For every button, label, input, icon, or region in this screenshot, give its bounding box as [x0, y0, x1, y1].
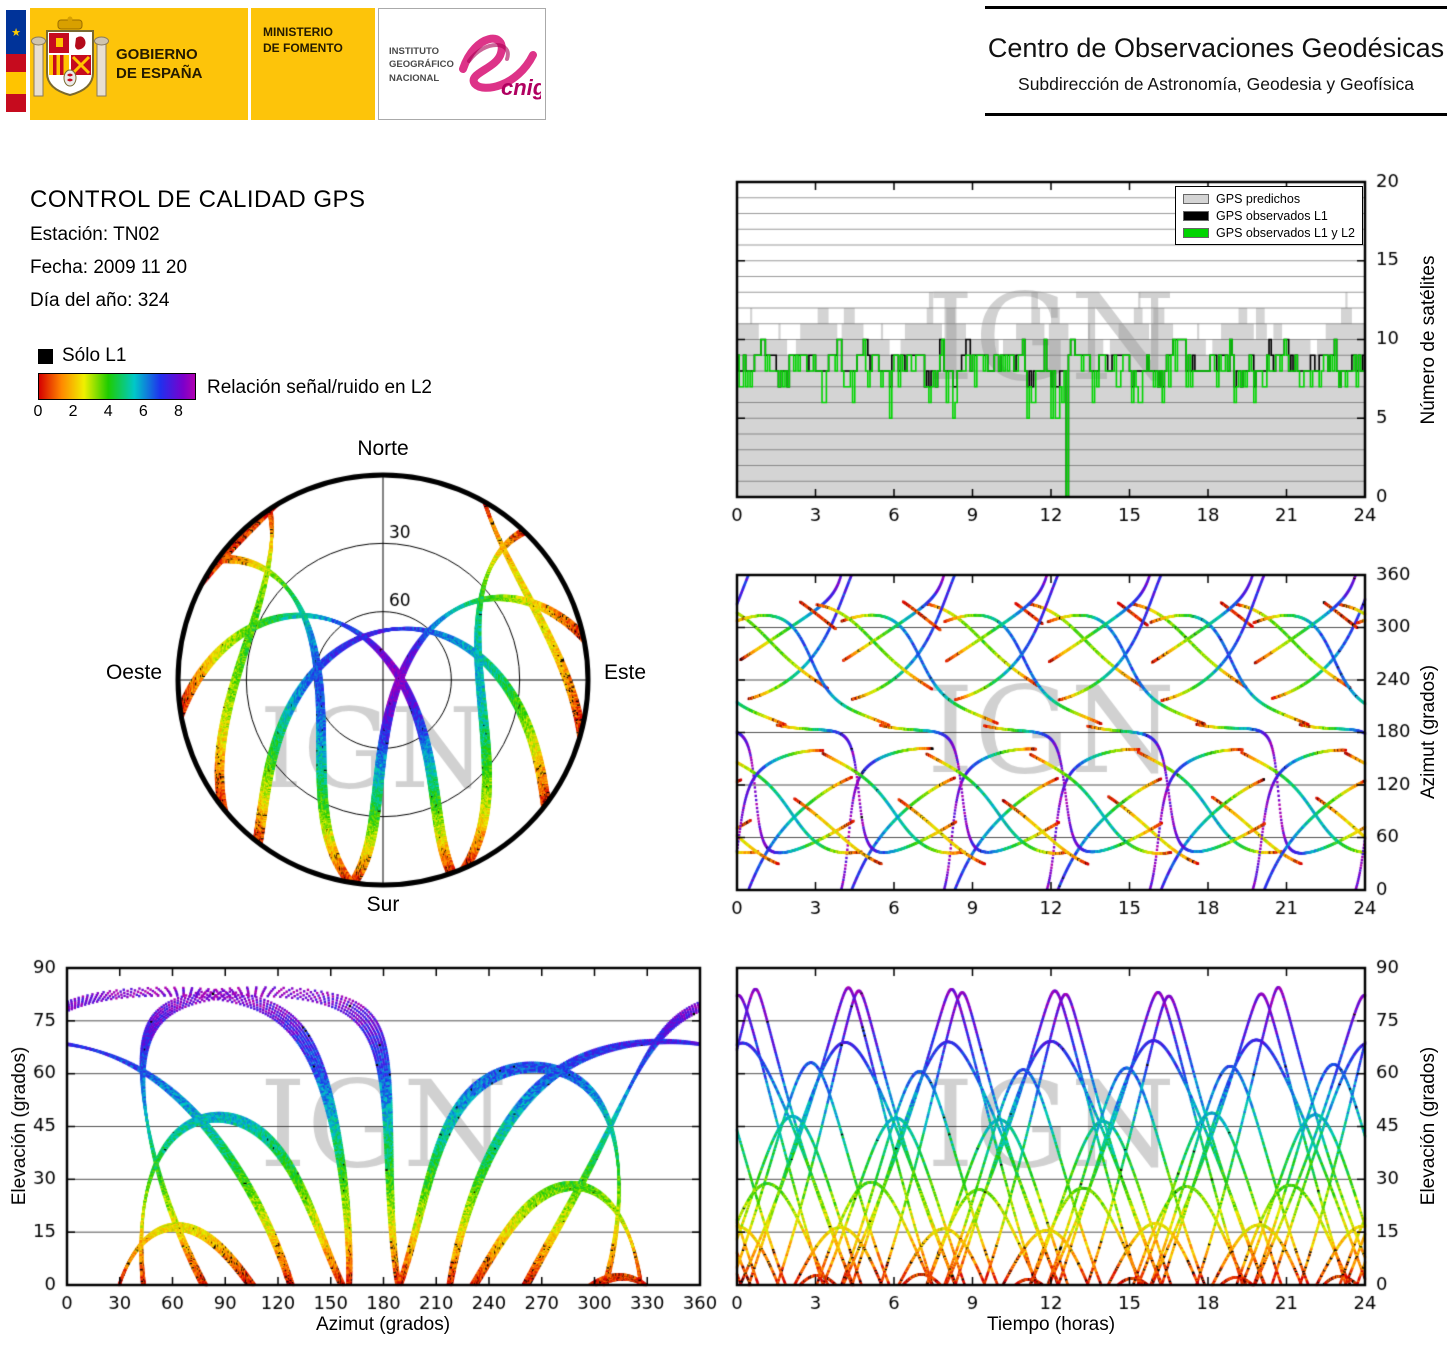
legend-row-predicted: GPS predichos: [1183, 190, 1355, 207]
eltime-x-axis-label: Tiempo (horas): [986, 1314, 1116, 1335]
flag-yellow-stripe: [6, 72, 26, 94]
azimuth-time-chart-canvas: [687, 543, 1447, 943]
centro-title: Centro de Observaciones Geodésicas: [987, 33, 1445, 63]
spain-coat-of-arms-icon: [31, 16, 109, 97]
flag-red-stripe: [6, 94, 26, 112]
page-title: CONTROL DE CALIDAD GPS: [30, 186, 366, 213]
legend-swatch-observed-l1: [1183, 210, 1210, 221]
colorbar-tick: 4: [103, 403, 113, 420]
skyplot-label-east: Este: [604, 661, 647, 684]
elaz-x-axis-label: Azimut (grados): [315, 1314, 451, 1335]
station-label: Estación: TN02: [30, 224, 160, 245]
spain-flag-strip: ★: [6, 10, 26, 112]
skyplot-label-north: Norte: [357, 437, 409, 460]
legend-label-observed-l1: GPS observados L1: [1216, 208, 1328, 223]
solo-l1-swatch: [38, 348, 53, 364]
legend-row-observed-l1: GPS observados L1: [1183, 207, 1355, 224]
flag-red-stripe: [6, 54, 26, 72]
gobierno-logo-block: GOBIERNO DE ESPAÑA: [30, 8, 248, 120]
skyplot-canvas: [123, 420, 643, 940]
elevation-azimuth-chart-canvas: [7, 936, 767, 1336]
eu-flag-icon: ★: [6, 10, 26, 54]
gps-series-legend: GPS predichos GPS observados L1 GPS obse…: [1175, 186, 1363, 245]
legend-row-observed-l1l2: GPS observados L1 y L2: [1183, 224, 1355, 241]
centro-subtitle: Subdirección de Astronomía, Geodesia y G…: [1018, 74, 1414, 94]
solo-l1-legend: Sólo L1: [38, 345, 126, 367]
cnig-label: cnig: [501, 75, 541, 100]
snr-colorbar: [38, 373, 196, 400]
instituto-label: INSTITUTO GEOGRÁFICO NACIONAL: [389, 46, 454, 84]
colorbar-tick: 2: [68, 403, 78, 420]
skyplot-label-south: Sur: [366, 893, 400, 916]
date-label: Fecha: 2009 11 20: [30, 257, 188, 278]
solo-l1-label: Sólo L1: [62, 345, 127, 366]
legend-label-observed-l1l2: GPS observados L1 y L2: [1216, 225, 1355, 240]
colorbar-tick: 6: [138, 403, 148, 420]
colorbar-tick: 8: [173, 403, 183, 420]
ministerio-label: MINISTERIO DE FOMENTO: [251, 8, 375, 120]
ign-logo-block: INSTITUTO GEOGRÁFICO NACIONAL cnig: [378, 8, 546, 120]
snr-colorbar-label: Relación señal/ruido en L2: [207, 377, 432, 398]
skyplot-label-west: Oeste: [105, 661, 162, 684]
doy-label: Día del año: 324: [30, 290, 170, 311]
legend-swatch-observed-l1l2: [1183, 227, 1210, 238]
header-right-block: Centro de Observaciones Geodésicas Subdi…: [985, 6, 1447, 116]
snr-colorbar-ticks: 0 2 4 6 8: [34, 403, 208, 423]
gobierno-label: GOBIERNO DE ESPAÑA: [116, 45, 203, 83]
elevation-time-chart-canvas: [687, 936, 1447, 1336]
legend-swatch-predicted: [1183, 193, 1210, 204]
legend-label-predicted: GPS predichos: [1216, 191, 1301, 206]
cnig-logo-icon: cnig: [459, 34, 541, 100]
colorbar-tick: 0: [33, 403, 43, 420]
